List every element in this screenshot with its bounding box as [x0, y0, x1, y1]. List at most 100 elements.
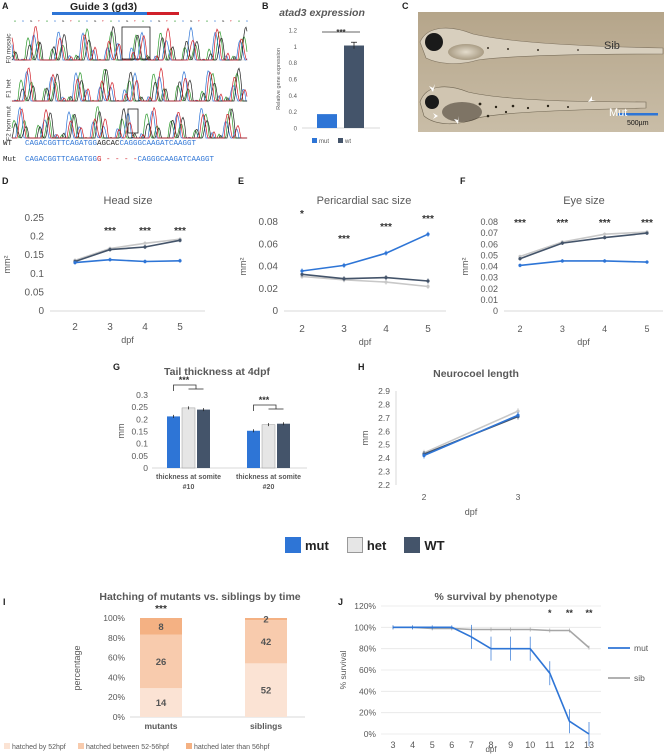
- x-tick-label: 3: [341, 324, 347, 335]
- x-tick-label: 4: [142, 322, 148, 333]
- series-line: [74, 239, 181, 263]
- category-label: siblings: [250, 721, 282, 731]
- stacked-segment: [245, 620, 287, 664]
- significance-marker: ***: [179, 375, 190, 385]
- chart-title: % survival by phenotype: [434, 591, 557, 603]
- x-tick-label: 2: [422, 492, 427, 502]
- significance-bracket: [253, 404, 277, 411]
- mut-eye: [425, 95, 439, 109]
- y-tick-label: 40%: [108, 672, 125, 682]
- series-line: [519, 232, 648, 260]
- legend-swatch-het: [346, 537, 363, 553]
- significance-marker: ***: [556, 218, 568, 229]
- chart-neurocoel-length: Neurocoel length 2.2 2.3 2.4 2.5 2.6 2.7 2.8 2.9…: [360, 368, 546, 517]
- chart-head-size: Head size 0 0.05 0.1 0.15 0.2 0.25 2 3 4 5 dpf mm² **…: [2, 195, 205, 345]
- chart-pericardial-sac-size: Pericardial sac size 0 0.02 0.04 0.06 0.08 2 3 4…: [238, 195, 446, 347]
- y-tick-label: 0.05: [25, 287, 45, 298]
- y-tick-label: 2.4: [378, 453, 390, 463]
- y-tick-label: 120%: [354, 601, 376, 611]
- y-tick-label: 0.8: [289, 61, 298, 67]
- significance-marker: ***: [599, 218, 611, 229]
- y-tick-label: 100%: [354, 622, 376, 632]
- panel-d-letter: D: [2, 176, 9, 186]
- y-tick-label: 20%: [359, 708, 376, 718]
- legend-swatch: [186, 743, 192, 749]
- base-call-letter: C: [214, 19, 217, 23]
- mut-yolk: [442, 102, 482, 122]
- significance-marker: ***: [104, 226, 116, 237]
- panel-e-letter: E: [238, 176, 245, 186]
- sib-label: Sib: [604, 40, 620, 52]
- y-tick-label: 0.2: [136, 414, 148, 424]
- significance-marker: ***: [155, 604, 167, 615]
- y-tick-label: 60%: [108, 653, 125, 663]
- highlight-box-1: [121, 26, 151, 60]
- y-tick-label: 80%: [359, 644, 376, 654]
- y-tick-label: 0.08: [259, 217, 279, 228]
- panel-j-letter: J: [338, 597, 344, 607]
- legend-label-het: het: [366, 538, 387, 553]
- series-line: [301, 273, 429, 282]
- stacked-segment: [140, 634, 182, 689]
- x-tick-label: 9: [508, 740, 513, 750]
- base-call-letter: T: [166, 19, 168, 23]
- x-tick-label: 12: [564, 740, 574, 750]
- wt-seq-blue-1: CAGACGGTTCAGATGG: [25, 140, 98, 148]
- panel-f-letter: F: [460, 176, 466, 186]
- bar-mut: [317, 114, 337, 128]
- base-call-letter: T: [198, 19, 200, 23]
- base-call-letter: T: [38, 19, 40, 23]
- genotype-legend: mut het WT: [285, 537, 445, 553]
- base-call-letter: G: [190, 19, 193, 23]
- base-call-letter: A: [46, 19, 48, 23]
- legend-label: mut: [319, 139, 329, 145]
- legend-swatch: [312, 138, 317, 143]
- y-tick-label: 0.2: [289, 110, 298, 116]
- chart-eye-size: Eye size 00.010.020.030.04 0.050.060.070.0…: [460, 195, 663, 347]
- x-tick-label: 3: [107, 322, 113, 333]
- y-axis-title: mm²: [2, 256, 12, 274]
- series-line: [74, 238, 181, 262]
- x-tick-label: 3: [390, 740, 395, 750]
- y-tick-label: 0.15: [131, 427, 148, 437]
- y-axis-title: percentage: [72, 645, 82, 690]
- panel-b-letter: B: [262, 1, 269, 11]
- y-tick-label: 2.6: [378, 426, 390, 436]
- mut-pigment-spots: [478, 102, 569, 118]
- y-tick-label: 0.03: [480, 273, 498, 283]
- y-tick-label: 0: [143, 463, 148, 473]
- significance-marker: **: [585, 608, 593, 618]
- panel-a-letter: A: [2, 1, 9, 11]
- y-axis-title: Relative gene expression: [276, 48, 282, 110]
- y-tick-label: 0.05: [131, 451, 148, 461]
- y-tick-label: 0.04: [259, 262, 279, 273]
- zebrafish-larvae-image: [418, 12, 664, 132]
- legend-label-mut: mut: [305, 538, 329, 553]
- x-tick-label: 4: [410, 740, 415, 750]
- base-call-letter: G: [158, 19, 161, 23]
- scale-bar: [618, 113, 658, 116]
- base-call-letter: A: [110, 19, 112, 23]
- base-call-letter: G: [94, 19, 97, 23]
- base-call-letter: A: [206, 19, 208, 23]
- y-axis-title: % survival: [338, 651, 348, 690]
- x-tick-label: 5: [425, 324, 431, 335]
- legend-swatch: [78, 743, 84, 749]
- wt-seq-black: AGCAC: [97, 140, 120, 148]
- bar: [181, 407, 196, 469]
- y-tick-label: 0.01: [480, 295, 498, 305]
- significance-marker: ***: [514, 218, 526, 229]
- base-call-letter: C: [86, 19, 89, 23]
- base-call-letter: A: [78, 19, 80, 23]
- chart-tail-thickness: Tail thickness at 4dpf 0 0.05 0.1 0.15 0.2 0.2…: [116, 366, 307, 491]
- x-tick-label: 4: [383, 324, 389, 335]
- legend-swatch: [338, 138, 343, 143]
- guide-bar-blue: [52, 12, 147, 15]
- chart-title: Head size: [104, 195, 153, 207]
- legend-label: hatched between 52-56hpf: [86, 744, 169, 751]
- series-line: [423, 414, 519, 457]
- chart-title: Pericardial sac size: [317, 195, 412, 207]
- y-tick-label: 0.6: [289, 78, 298, 84]
- y-tick-label: 2.9: [378, 386, 390, 396]
